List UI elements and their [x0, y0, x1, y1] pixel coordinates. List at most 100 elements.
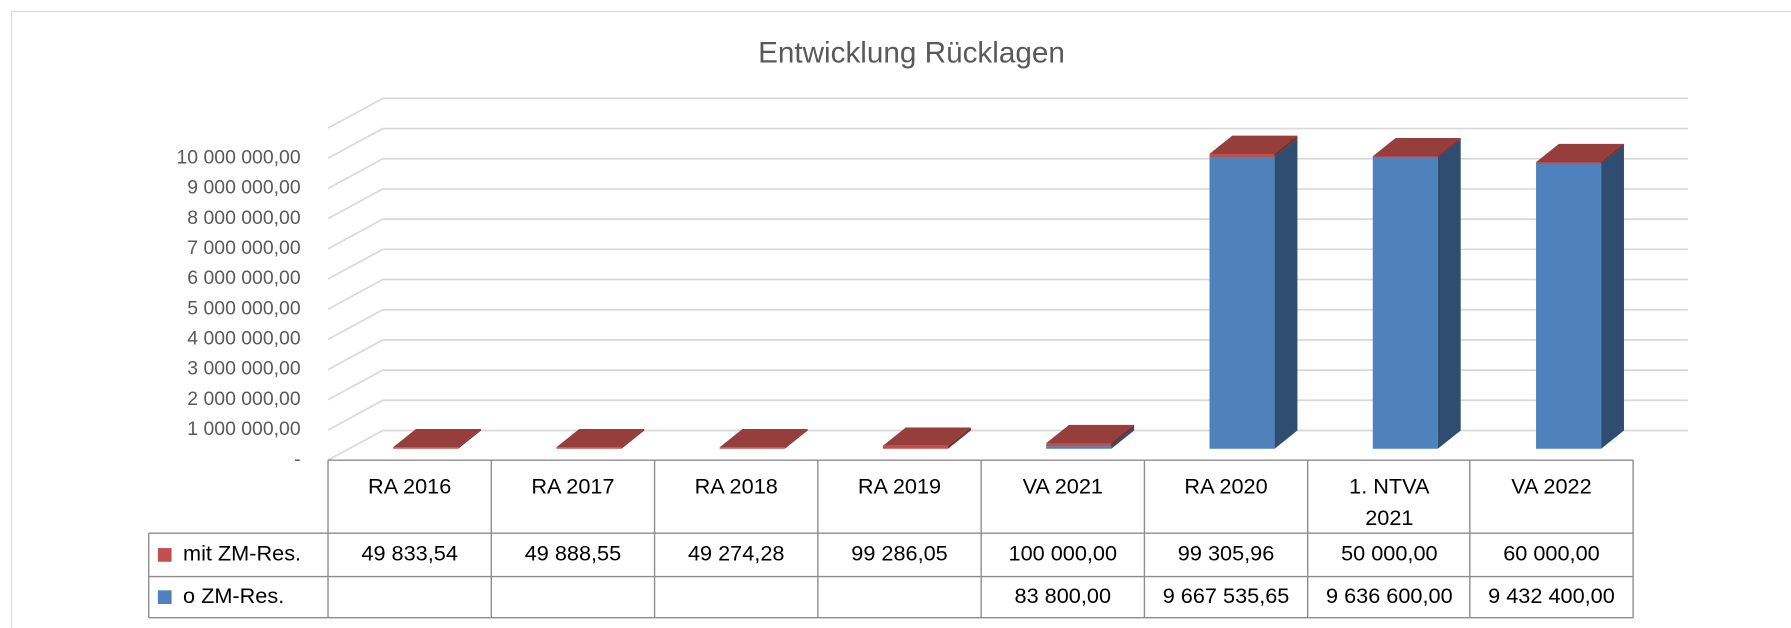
- bar-top: [1046, 424, 1135, 444]
- bar-front: [719, 447, 785, 449]
- bar-side: [1111, 427, 1135, 449]
- y-tick-label: 9 000 000,00: [187, 177, 301, 199]
- bar-front: [556, 447, 622, 449]
- bar-front: [1372, 156, 1438, 158]
- y-tick-label: 7 000 000,00: [187, 237, 301, 259]
- bar-side: [1274, 138, 1298, 449]
- category-cell: RA 2017: [531, 474, 615, 499]
- data-label: 9 636 600,00: [1326, 583, 1453, 608]
- data-label: 100 000,00: [1009, 541, 1118, 566]
- x-tick-label: VA 2022: [1511, 474, 1592, 499]
- bar: [1209, 138, 1298, 449]
- legend-swatch: [157, 590, 172, 605]
- bar: [1046, 424, 1135, 447]
- bar-side: [1437, 138, 1461, 158]
- x-tick-label: RA 2016: [368, 474, 452, 499]
- bar-top: [882, 427, 971, 446]
- bar-side: [1274, 135, 1298, 157]
- grid-line: [327, 308, 1688, 341]
- bar: [393, 428, 482, 449]
- x-tick-label: VA 2021: [1022, 474, 1103, 499]
- bar: [1536, 145, 1624, 449]
- data-label: 60 000,00: [1503, 541, 1599, 566]
- bar-side: [1437, 139, 1461, 449]
- category-cell: VA 2021: [1022, 474, 1103, 499]
- bar-front: [1046, 443, 1112, 447]
- bar-side: [948, 427, 971, 449]
- grid-line: [327, 188, 1688, 220]
- x-tick-label: RA 2017: [531, 474, 615, 499]
- bar: [1209, 135, 1298, 157]
- y-tick-label: -: [294, 448, 300, 470]
- data-label: 9 432 400,00: [1488, 583, 1615, 608]
- bar: [1372, 139, 1461, 449]
- data-label: 99 286,05: [851, 541, 947, 566]
- y-tick-label: 10 000 000,00: [177, 146, 301, 168]
- legend-label: mit ZM-Res.: [183, 541, 301, 566]
- grid-line: [327, 157, 1688, 190]
- data-label: 49 274,28: [688, 541, 784, 566]
- bar-side: [784, 428, 808, 449]
- category-cell: 1. NTVA 2021: [1349, 474, 1430, 531]
- y-tick-label: 8 000 000,00: [187, 207, 301, 229]
- bar-front: [882, 445, 949, 449]
- bar-front: [393, 447, 459, 449]
- bar-front: [1536, 163, 1602, 449]
- bar-front: [1209, 156, 1275, 449]
- grid-line: [327, 429, 1688, 461]
- x-tick-label: RA 2019: [857, 474, 942, 499]
- bar: [1536, 143, 1624, 164]
- bar-side: [621, 428, 645, 449]
- bar-top: [1536, 143, 1624, 163]
- grid-line: [327, 399, 1688, 431]
- y-tick-label: 2 000 000,00: [187, 388, 301, 410]
- bar: [1372, 138, 1461, 158]
- bar: [719, 428, 808, 449]
- y-tick-label: 4 000 000,00: [187, 328, 301, 350]
- x-tick-label: 1. NTVA 2021: [1349, 474, 1430, 531]
- y-tick-label: 1 000 000,00: [187, 418, 301, 440]
- bar-top: [393, 428, 482, 448]
- bar-front: [1209, 153, 1275, 157]
- data-label: 83 800,00: [1015, 583, 1111, 608]
- y-tick-label: 5 000 000,00: [187, 297, 301, 319]
- grid-line: [327, 278, 1688, 310]
- chart-frame: [11, 10, 1791, 628]
- grid-line: [327, 248, 1688, 280]
- x-tick-label: RA 2018: [694, 474, 778, 499]
- bar-front: [1046, 446, 1112, 449]
- bar-side: [1111, 424, 1135, 447]
- category-cell: RA 2018: [694, 474, 778, 499]
- bar-side: [1601, 145, 1624, 449]
- bar-top: [719, 428, 808, 448]
- data-label: 9 667 535,65: [1163, 583, 1290, 608]
- grid-line: [327, 218, 1688, 250]
- x-tick-label: RA 2020: [1184, 474, 1268, 499]
- bar-top: [1209, 135, 1298, 154]
- bar-side: [1601, 143, 1624, 164]
- data-label: 50 000,00: [1341, 541, 1437, 566]
- legend-label: o ZM-Res.: [183, 583, 284, 608]
- y-tick-label: 6 000 000,00: [187, 267, 301, 289]
- category-cell: RA 2019: [857, 474, 942, 499]
- bar-front: [1536, 162, 1602, 164]
- chart-title: Entwicklung Rücklagen: [758, 37, 1065, 70]
- data-label: 99 305,96: [1178, 541, 1274, 566]
- category-cell: RA 2016: [368, 474, 452, 499]
- bar-top: [1372, 138, 1461, 157]
- grid-line: [327, 127, 1688, 160]
- bar-side: [458, 428, 482, 449]
- category-cell: VA 2022: [1511, 474, 1592, 499]
- category-cell: RA 2020: [1184, 474, 1268, 499]
- data-label: 49 888,55: [525, 541, 621, 566]
- data-label: 49 833,54: [361, 541, 457, 566]
- wall-top: [327, 97, 1688, 129]
- legend-swatch: [157, 548, 172, 562]
- y-tick-label: 3 000 000,00: [187, 358, 301, 380]
- grid-line: [327, 339, 1688, 371]
- bar: [556, 428, 645, 449]
- bar: [882, 427, 971, 449]
- bar-front: [1372, 157, 1438, 449]
- bar-top: [556, 428, 645, 448]
